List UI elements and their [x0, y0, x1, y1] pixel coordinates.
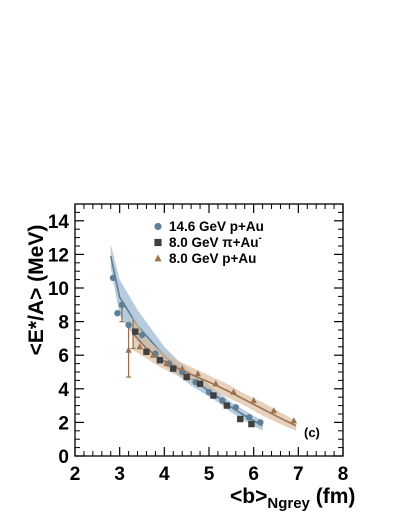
y-tick-label: 6	[58, 346, 69, 367]
y-tick-label: 0	[58, 447, 69, 468]
x-tick-label: 5	[204, 464, 215, 485]
x-axis-ticks: 2 3 4 5 6 7 8	[70, 204, 349, 485]
circle-point	[257, 419, 264, 426]
square-point	[132, 328, 139, 335]
square-point	[210, 392, 217, 399]
y-tick-label: 14	[48, 212, 70, 233]
x-tick-label: 8	[338, 464, 349, 485]
circle-point	[109, 274, 117, 282]
circle-point	[138, 331, 146, 339]
panel-label: (c)	[304, 425, 320, 440]
x-axis-title-main: <b>	[230, 485, 267, 508]
x-axis-title: <b>Ngrey (fm)	[230, 485, 355, 512]
legend: 14.6 GeV p+Au8.0 GeV π+Au-8.0 GeV p+Au	[154, 219, 264, 266]
square-point	[143, 348, 150, 356]
y-tick-label: 8	[58, 313, 69, 334]
legend-label: 8.0 GeV p+Au	[169, 251, 256, 266]
triangle-point	[194, 370, 202, 377]
circle-point	[118, 301, 126, 308]
circle-point	[246, 414, 253, 421]
x-tick-label: 2	[70, 464, 81, 485]
uncertainty-bands	[109, 244, 297, 431]
triangle-point	[290, 417, 298, 424]
y-axis-title: <E*/A> (MeV)	[25, 225, 48, 356]
y-tick-label: 10	[48, 279, 69, 300]
legend-marker-triangle	[154, 254, 162, 262]
triangle-point	[136, 343, 143, 350]
legend-marker-circle	[154, 222, 162, 231]
circle-point	[125, 321, 132, 329]
triangle-point	[179, 365, 186, 372]
y-axis-ticks: 0 2 4 6 8 10 12 14	[48, 203, 343, 468]
square-point	[196, 380, 204, 387]
legend-label: 8.0 GeV π+Au-	[169, 233, 262, 250]
legend-marker-square	[154, 238, 162, 247]
x-tick-label: 7	[293, 464, 304, 485]
circle-point	[219, 397, 226, 404]
triangle-point	[212, 380, 219, 387]
x-tick-label: 6	[248, 464, 259, 485]
triangle-point	[270, 407, 277, 414]
triangle-point	[149, 351, 157, 358]
square-point	[156, 357, 164, 364]
x-tick-label: 4	[159, 464, 170, 485]
circle-point	[232, 404, 239, 411]
triangle-point	[230, 388, 237, 395]
triangle-point	[125, 346, 132, 353]
legend-label: 14.6 GeV p+Au	[169, 219, 264, 234]
y-tick-label: 4	[58, 380, 69, 401]
square-point	[237, 415, 244, 423]
x-axis-title-unit: (fm)	[310, 485, 356, 508]
triangle-point	[163, 360, 170, 367]
square-point	[183, 373, 190, 381]
x-tick-label: 3	[114, 464, 125, 485]
triangle-point	[250, 397, 257, 404]
y-tick-label: 12	[48, 245, 69, 266]
square-point	[248, 420, 255, 428]
square-point	[170, 365, 177, 372]
square-point	[223, 402, 231, 409]
data-points	[109, 274, 298, 428]
circle-point	[114, 310, 121, 317]
x-axis-title-subscript: Ngrey	[267, 495, 310, 512]
y-tick-label: 2	[58, 413, 69, 434]
